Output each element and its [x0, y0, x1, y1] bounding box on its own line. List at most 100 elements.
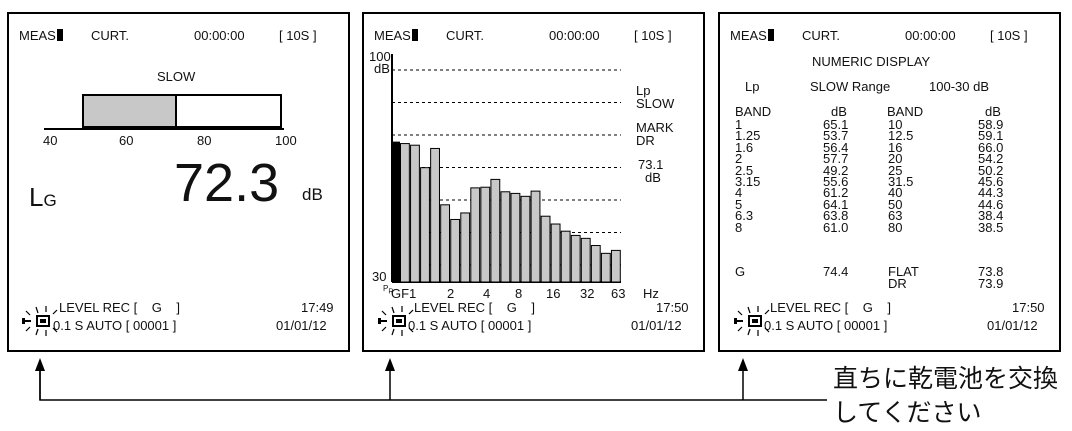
table-cell: 5	[735, 196, 743, 212]
blink-ray	[25, 310, 31, 316]
lp-label: Lp	[636, 83, 651, 98]
blink-ray	[764, 327, 770, 333]
scale-tick-40: 40	[43, 133, 58, 148]
meas-label: MEAS	[730, 28, 767, 43]
band-bar	[580, 237, 591, 283]
mark-label: MARK	[636, 120, 674, 135]
clock-time: 17:50	[656, 300, 689, 315]
blink-ray	[408, 309, 414, 315]
table-cell: 56.4	[823, 139, 849, 155]
level-rec-label: LEVEL REC [ G ]	[414, 300, 535, 315]
table-cell: 40	[888, 185, 903, 201]
level-rec-label: LEVEL REC [ G ]	[59, 300, 180, 315]
meas-cursor	[768, 29, 774, 41]
table-cell: 64.1	[823, 196, 849, 212]
table-cell: 20	[888, 151, 903, 167]
clock-time: 17:50	[1012, 300, 1045, 315]
auto-counter: 0.1 S AUTO [ 00001 ]	[408, 318, 532, 333]
table-cell: 16	[888, 139, 903, 155]
battery-level	[752, 319, 758, 323]
meas-cursor	[412, 29, 418, 41]
level-scale-line	[44, 128, 284, 130]
interval-label: [ 10S ]	[279, 28, 317, 43]
blink-ray	[747, 328, 751, 336]
blink-ray	[52, 327, 58, 333]
meas-label: MEAS	[19, 28, 56, 43]
scale-tick-80: 80	[197, 133, 212, 148]
band-bar	[400, 143, 410, 283]
battery-terminal-tip	[22, 318, 25, 324]
x-tick-gf1: GF1	[391, 286, 417, 301]
band-bar	[560, 230, 571, 283]
curt-label: CURT.	[91, 28, 130, 43]
clock-date: 01/01/12	[631, 318, 682, 333]
curt-label: CURT.	[446, 28, 485, 43]
table-cell: 2	[735, 151, 743, 167]
battery-low-icon	[22, 306, 58, 336]
flat-label: FLAT	[888, 264, 919, 279]
blink-ray	[408, 327, 414, 333]
arrow-head	[35, 358, 45, 371]
spectrum-chart	[391, 54, 621, 283]
table-cell: 65.1	[823, 117, 849, 132]
db-column-right: 58.9 59.1 66.0 54.2 50.2 45.6 44.3 44.6 38.4 38.5	[978, 118, 1004, 234]
scale-tick-100: 100	[275, 133, 297, 148]
battery-terminal-tip	[734, 318, 737, 324]
level-value: 72.3	[174, 153, 280, 213]
auto-counter: 0.1 S AUTO [ 00001 ]	[53, 318, 177, 333]
response-label: SLOW	[157, 69, 196, 84]
meas-cursor	[57, 29, 63, 41]
callout-line1: 直ちに乾電池を交換	[833, 364, 1059, 393]
table-cell: 80	[888, 219, 903, 235]
table-cell: 66.0	[978, 139, 1004, 155]
band-bar	[600, 252, 611, 283]
table-cell: 12.5	[888, 128, 914, 144]
band-bar	[460, 212, 471, 283]
numeric-display-title: NUMERIC DISPLAY	[812, 54, 931, 69]
band-bar	[410, 144, 420, 283]
blink-ray	[391, 306, 395, 314]
band-column-left: 1 1.25 1.6 2 2.5 3.15 4 5 6.3 8	[735, 118, 761, 234]
db-header-left: dB	[831, 104, 847, 119]
table-cell: 55.6	[823, 174, 849, 190]
elapsed-time: 00:00:00	[194, 28, 245, 43]
band-header-right: BAND	[887, 104, 924, 119]
battery-level	[40, 319, 46, 323]
level-bar-fill	[84, 96, 178, 126]
y-top-unit: dB	[374, 61, 390, 76]
arrow-head	[738, 358, 748, 371]
table-cell: 63	[888, 208, 903, 224]
table-cell: 63.8	[823, 208, 849, 224]
band-bar	[490, 178, 501, 283]
slow-label: SLOW	[636, 96, 675, 111]
blink-ray	[52, 309, 58, 315]
band-header-left: BAND	[735, 104, 772, 119]
band-bar	[420, 167, 430, 283]
blink-ray	[35, 328, 39, 336]
band-bar	[590, 245, 601, 283]
cursor-value: 73.1	[638, 157, 664, 172]
blink-ray	[25, 326, 31, 332]
band-bar	[570, 234, 581, 283]
band-bar	[500, 191, 511, 283]
db-header-right: dB	[985, 104, 1001, 119]
table-cell: 61.0	[823, 219, 849, 235]
marker-label: PR	[383, 284, 394, 296]
table-cell: 2.5	[735, 162, 754, 178]
table-cell: 50	[888, 196, 903, 212]
callout-line	[39, 362, 827, 401]
table-cell: 3.15	[735, 174, 761, 190]
table-cell: 6.3	[735, 208, 754, 224]
blink-ray	[35, 306, 39, 314]
callout-line2: してください	[833, 398, 982, 427]
clock-time: 17:49	[301, 300, 334, 315]
table-cell: 57.7	[823, 151, 849, 167]
dr-label: DR	[636, 133, 655, 148]
interval-label: [ 10S ]	[634, 28, 672, 43]
table-cell: 59.1	[978, 128, 1004, 144]
cursor-unit: dB	[645, 170, 661, 185]
spectrum-display-panel: MEAS CURT. 00:00:00 [ 10S ] 100 dB 30 Lp…	[362, 12, 705, 352]
interval-label: [ 10S ]	[990, 28, 1028, 43]
battery-terminal-tip	[378, 318, 381, 324]
x-tick-32: 32	[580, 286, 595, 301]
